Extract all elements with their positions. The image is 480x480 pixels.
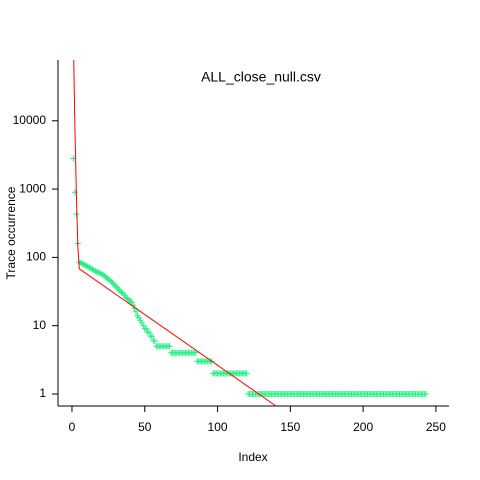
point bbox=[109, 280, 116, 287]
y-axis-label: Trace occurrence bbox=[4, 186, 18, 279]
point bbox=[118, 289, 125, 296]
x-tick-label: 0 bbox=[69, 420, 76, 434]
point bbox=[166, 343, 173, 350]
point bbox=[71, 189, 78, 196]
point bbox=[143, 325, 150, 332]
y-tick-label: 10000 bbox=[13, 113, 47, 127]
point bbox=[108, 278, 115, 285]
point bbox=[73, 211, 80, 218]
point bbox=[92, 268, 99, 275]
point bbox=[149, 333, 156, 340]
point bbox=[422, 390, 429, 397]
y-tick-label: 1 bbox=[39, 386, 46, 400]
point bbox=[105, 276, 112, 283]
point bbox=[151, 337, 158, 344]
chart-title: ALL_close_null.csv bbox=[201, 69, 321, 85]
point bbox=[127, 297, 134, 304]
point bbox=[146, 329, 153, 336]
x-tick-label: 200 bbox=[353, 420, 373, 434]
y-tick-label: 100 bbox=[26, 250, 46, 264]
x-tick-label: 50 bbox=[138, 420, 152, 434]
x-tick-label: 100 bbox=[208, 420, 228, 434]
point bbox=[128, 299, 135, 306]
point bbox=[137, 317, 144, 324]
x-axis-label: Index bbox=[238, 450, 267, 464]
plot-area bbox=[70, 60, 429, 406]
x-tick-label: 250 bbox=[426, 420, 446, 434]
fit-line bbox=[73, 60, 277, 406]
point bbox=[133, 308, 140, 315]
point bbox=[140, 322, 147, 329]
point bbox=[125, 296, 132, 303]
point bbox=[192, 349, 199, 356]
point bbox=[243, 370, 250, 377]
point bbox=[138, 319, 145, 326]
point bbox=[106, 277, 113, 284]
y-tick-label: 1000 bbox=[19, 181, 46, 195]
x-tick-label: 150 bbox=[280, 420, 300, 434]
y-tick-label: 10 bbox=[33, 318, 47, 332]
point bbox=[111, 281, 118, 288]
